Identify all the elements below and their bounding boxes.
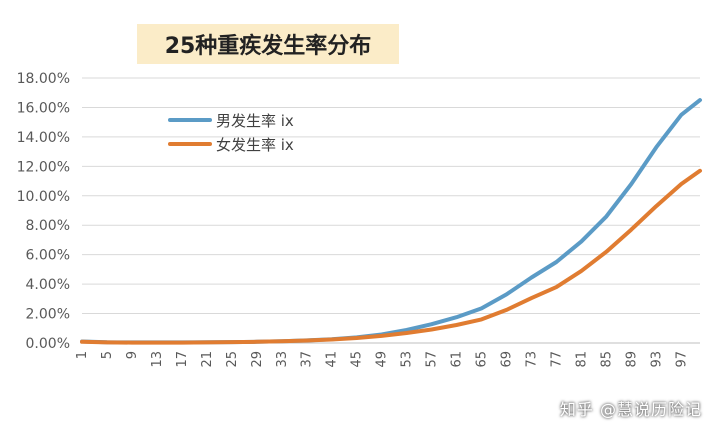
y-tick-label: 18.00% [17,71,70,87]
y-tick-label: 2.00% [26,307,70,323]
x-tick-label: 45 [350,351,365,368]
watermark: 知乎 @慧说历险记 [559,400,702,419]
x-tick-label: 1 [75,351,90,359]
x-tick-label: 61 [450,351,465,368]
x-tick-label: 53 [400,351,415,368]
x-tick-label: 17 [175,351,190,368]
chart-title: 25种重疾发生率分布 [137,24,399,64]
x-tick-label: 21 [200,351,215,368]
legend-label-1: 男发生率 ix [216,112,294,130]
y-tick-label: 4.00% [26,277,70,293]
x-tick-label: 37 [300,351,315,368]
x-tick-label: 77 [549,351,564,368]
x-tick-label: 89 [624,351,639,368]
x-tick-label: 65 [475,351,490,368]
series-line-2 [80,168,702,345]
x-tick-label: 33 [275,351,290,368]
y-tick-label: 6.00% [26,248,70,264]
x-tick-label: 13 [150,351,165,368]
y-tick-label: 14.00% [17,130,70,146]
x-tick-label: 73 [524,351,539,368]
x-tick-label: 25 [225,351,240,368]
x-tick-label: 57 [425,351,440,368]
x-tick-label: 41 [325,351,340,368]
y-tick-label: 0.00% [26,336,70,352]
x-tick-label: 5 [100,351,115,359]
y-tick-label: 8.00% [26,218,70,234]
x-tick-label: 69 [499,351,514,368]
legend-label-2: 女发生率 ix [216,136,294,154]
x-tick-label: 29 [250,351,265,368]
y-tick-label: 16.00% [17,100,70,116]
x-tick-label: 93 [649,351,664,368]
x-tick-label: 97 [674,351,689,368]
x-tick-label: 81 [574,351,589,368]
y-tick-label: 10.00% [17,189,70,205]
x-tick-label: 49 [375,351,390,368]
x-tick-label: 9 [125,351,140,359]
x-tick-label: 85 [599,351,614,368]
y-tick-label: 12.00% [17,159,70,175]
